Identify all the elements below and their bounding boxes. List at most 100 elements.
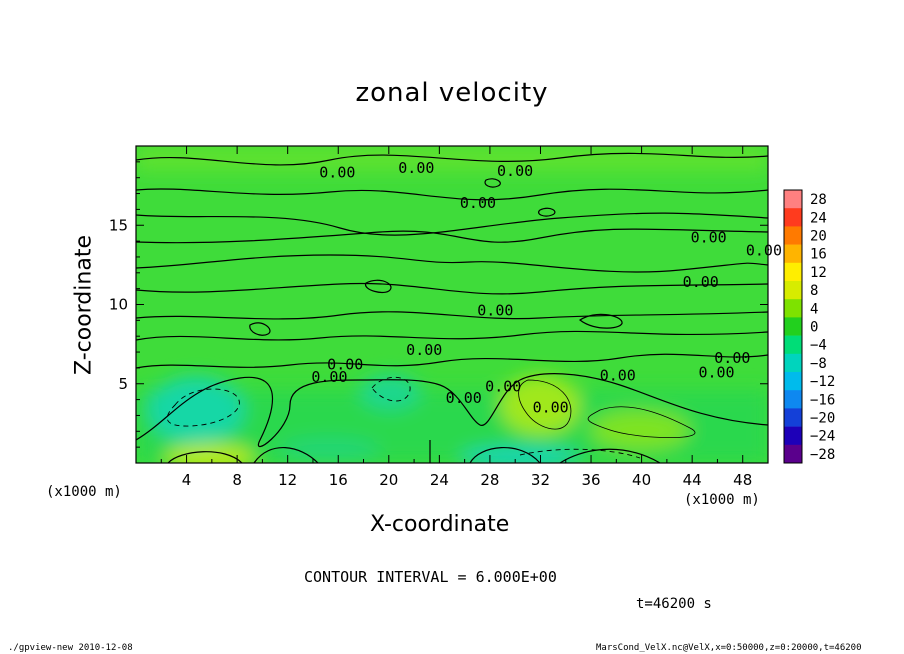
contour-label: 0.00 — [533, 398, 569, 416]
contour-label: 0.00 — [691, 229, 727, 247]
velocity-field — [136, 146, 768, 463]
colorbar-tick-label: −4 — [810, 338, 827, 354]
contour-labels: 0.00 0.00 0.000.000.000.000.000.000.000.00… — [311, 159, 782, 416]
contour-label: 0.00 — [460, 194, 496, 212]
contour-line — [136, 254, 768, 273]
colorbar-tick-label: 4 — [810, 301, 818, 317]
x-tick-label: 12 — [278, 471, 297, 489]
contour-label: 0.00 — [327, 355, 363, 373]
contour-line — [136, 212, 768, 236]
contour-label: 0.00 — [319, 164, 355, 182]
field-shade — [360, 374, 420, 410]
colorbar-tick-label: 28 — [810, 192, 827, 208]
x-tick-label: 28 — [480, 471, 499, 489]
colorbar-tick-label: 20 — [810, 229, 827, 245]
x-axis-label: X-coordinate — [370, 512, 510, 537]
colorbar-swatch — [784, 299, 802, 318]
x-tick-label: 48 — [733, 471, 752, 489]
x-tick-label: 32 — [531, 471, 550, 489]
colorbar-tick-label: 8 — [810, 283, 818, 299]
colorbar-tick-label: −12 — [810, 374, 835, 390]
contour-label: 0.00 — [446, 389, 482, 407]
x-tick-label: 4 — [182, 471, 192, 489]
contour-lines — [136, 152, 768, 463]
colorbar-swatch — [784, 426, 802, 446]
contour-interval-label: CONTOUR INTERVAL = 6.000E+00 — [304, 568, 557, 586]
contour-label: 0.00 — [497, 162, 533, 180]
colorbar-swatch — [784, 190, 802, 209]
contour-line — [136, 188, 768, 201]
field-shade — [165, 444, 255, 463]
field-shade — [590, 410, 690, 450]
contour-line — [587, 406, 696, 439]
contour-label: 0.00 — [746, 241, 782, 259]
contour-line — [166, 388, 240, 427]
colorbar-tick-label: 24 — [810, 210, 827, 226]
colorbar-tick-label: −28 — [810, 447, 835, 463]
colorbar-swatch — [784, 317, 802, 336]
contour-label: 0.00 — [406, 341, 442, 359]
colorbar-swatch — [784, 262, 802, 282]
contour-line — [136, 330, 768, 341]
colorbar-swatch — [784, 408, 802, 427]
colorbar-swatch — [784, 335, 802, 355]
colorbar: 28 24 20 16 12 8 4 0 −4 −8 −12 −16 −20 −24 −28 — [783, 189, 835, 464]
colorbar-tick-label: −24 — [810, 429, 835, 445]
contour-line — [249, 322, 271, 336]
colorbar-tick-label: −8 — [810, 356, 827, 372]
contour-label: 0.00 — [398, 159, 434, 177]
contour-line — [136, 311, 768, 320]
contour-label: 0.00 — [683, 273, 719, 291]
y-tick-label: 15 — [109, 216, 128, 234]
chart-title: zonal velocity — [355, 78, 549, 108]
contour-label: 0.00 — [477, 302, 513, 320]
contour-line — [136, 152, 768, 166]
contour-line — [371, 376, 411, 402]
contour-line — [136, 373, 768, 448]
x-tick-label: 8 — [232, 471, 242, 489]
footer-source-label: MarsCond_VelX.nc@VelX,x=0:50000,z=0:2000… — [596, 643, 862, 653]
contour-line — [469, 447, 541, 463]
colorbar-swatch — [784, 226, 802, 245]
colorbar-swatch — [784, 281, 802, 300]
field-shade — [280, 438, 380, 462]
x-tick-label: 24 — [430, 471, 449, 489]
contour-line — [167, 451, 243, 463]
colorbar-tick-label: 16 — [810, 247, 827, 263]
colorbar-swatch — [784, 353, 802, 373]
colorbar-tick-label: −16 — [810, 392, 835, 408]
contour-line — [365, 279, 392, 294]
colorbar-swatch — [784, 444, 802, 464]
contour-line — [538, 207, 556, 217]
contour-label: 0.00 — [485, 378, 521, 396]
contour-line — [519, 448, 641, 459]
x-unit-label-right: (x1000 m) — [684, 492, 760, 508]
field-shade — [148, 376, 244, 444]
contour-line — [559, 448, 661, 463]
colorbar-swatch — [784, 390, 802, 409]
colorbar-tick-label: −20 — [810, 411, 835, 427]
x-tick-label: 16 — [329, 471, 348, 489]
colorbar-tick-label: 0 — [810, 320, 818, 336]
x-unit-label-left: (x1000 m) — [46, 484, 122, 500]
colorbar-swatch — [784, 208, 802, 227]
contour-line — [484, 178, 501, 188]
contour-label: 0.00 — [600, 367, 636, 385]
x-tick-label: 20 — [379, 471, 398, 489]
contour-label: 0.00 — [698, 363, 734, 381]
colorbar-frame — [783, 189, 803, 464]
contour-label: 0.00 — [714, 349, 750, 367]
contour-line — [518, 379, 572, 430]
x-tick-label: 36 — [581, 471, 600, 489]
colorbar-swatch — [784, 372, 802, 391]
y-axis-label: Z-coordinate — [71, 235, 97, 375]
x-tick-label: 40 — [632, 471, 651, 489]
contour-line — [253, 447, 319, 463]
colorbar-swatch — [784, 244, 802, 264]
contour-line — [136, 228, 768, 244]
y-tick-label: 5 — [118, 375, 128, 393]
contour-line — [578, 313, 623, 329]
contour-line — [136, 353, 768, 369]
